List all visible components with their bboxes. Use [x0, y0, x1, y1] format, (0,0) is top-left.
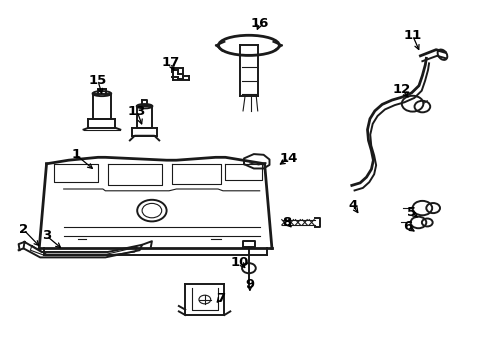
Text: 7: 7 [216, 292, 225, 305]
Text: 13: 13 [128, 105, 147, 118]
Text: 3: 3 [42, 229, 51, 242]
Text: 9: 9 [245, 278, 254, 291]
Text: 1: 1 [72, 148, 80, 161]
Text: 2: 2 [19, 223, 28, 236]
Text: 4: 4 [348, 199, 357, 212]
Text: 15: 15 [89, 75, 107, 87]
Text: 14: 14 [280, 152, 298, 165]
Text: 10: 10 [231, 256, 249, 269]
Text: 6: 6 [403, 220, 412, 233]
Text: 17: 17 [161, 57, 180, 69]
Text: 12: 12 [392, 83, 411, 96]
Text: 16: 16 [250, 17, 269, 30]
Text: 5: 5 [407, 206, 416, 219]
Text: 11: 11 [403, 29, 422, 42]
Text: 8: 8 [282, 216, 291, 229]
